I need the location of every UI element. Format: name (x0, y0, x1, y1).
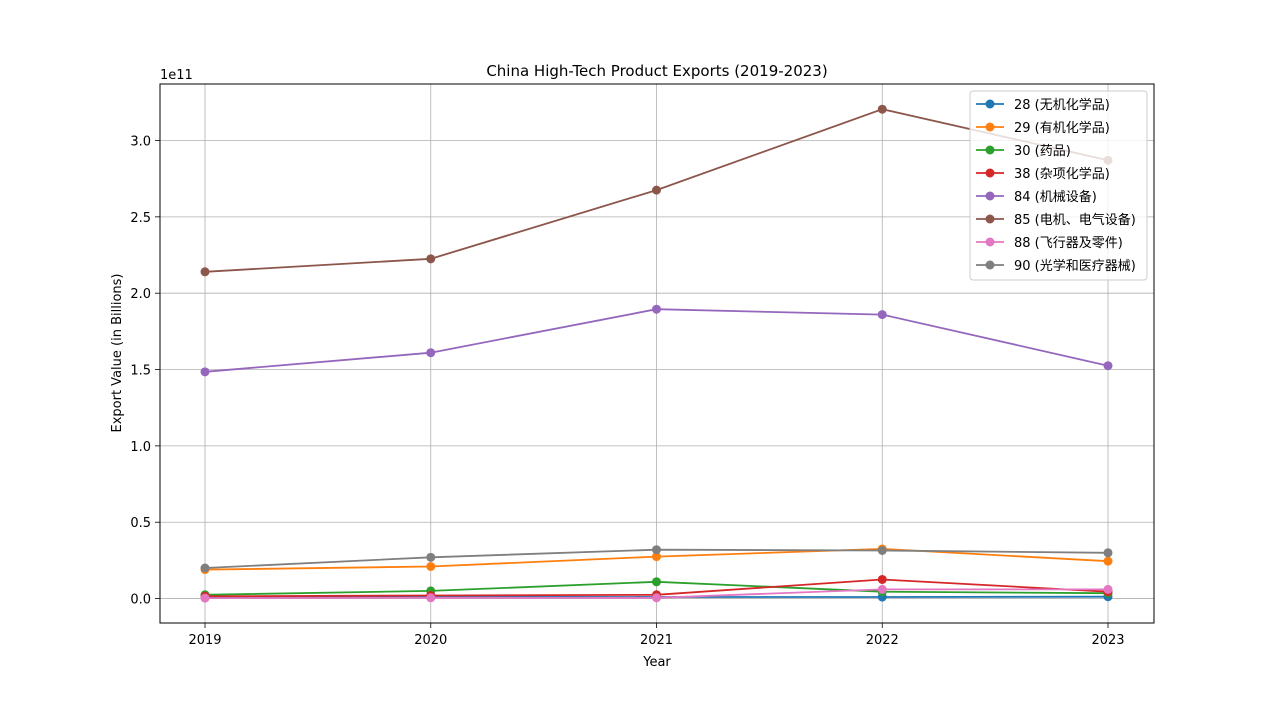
legend-swatch-marker (986, 169, 995, 178)
data-point-84 (652, 305, 661, 314)
data-point-90 (426, 553, 435, 562)
data-point-88 (426, 593, 435, 602)
legend-swatch-marker (986, 146, 995, 155)
y-tick-label: 0.5 (130, 516, 151, 531)
x-tick-label: 2019 (188, 633, 221, 648)
x-tick-label: 2023 (1091, 633, 1124, 648)
data-point-84 (878, 310, 887, 319)
x-axis-label: Year (642, 655, 671, 670)
legend-label: 90 (光学和医疗器械) (1014, 258, 1136, 274)
y-axis-label: Export Value (in Billions) (110, 274, 125, 433)
data-point-88 (1104, 585, 1113, 594)
data-point-90 (1104, 548, 1113, 557)
legend-label: 28 (无机化学品) (1014, 97, 1110, 113)
legend-label: 84 (机械设备) (1014, 189, 1097, 205)
y-tick-label: 2.5 (130, 211, 151, 226)
legend-swatch-marker (986, 215, 995, 224)
chart-title: China High-Tech Product Exports (2019-20… (486, 62, 827, 80)
data-point-84 (1104, 361, 1113, 370)
legend-label: 38 (杂项化学品) (1014, 166, 1110, 182)
y-tick-label: 1.0 (130, 440, 151, 455)
legend-swatch-marker (986, 238, 995, 247)
data-point-29 (426, 562, 435, 571)
x-tick-label: 2020 (414, 633, 447, 648)
legend-label: 88 (飞行器及零件) (1014, 236, 1123, 251)
data-point-90 (201, 564, 210, 573)
data-point-90 (652, 545, 661, 554)
legend: 28 (无机化学品) 29 (有机化学品) 30 (药品) 38 (杂项化学品) 84 … (970, 91, 1147, 280)
y-axis-offset-label: 1e11 (160, 68, 193, 83)
legend-label: 85 (电机、电气设备) (1014, 212, 1136, 228)
legend-swatch-marker (986, 100, 995, 109)
data-point-90 (878, 546, 887, 555)
y-tick-label: 0.0 (130, 593, 151, 608)
x-tick-label: 2021 (640, 633, 673, 648)
data-point-88 (201, 594, 210, 603)
legend-label: 30 (药品) (1014, 144, 1071, 159)
data-point-29 (1104, 557, 1113, 566)
legend-swatch-marker (986, 261, 995, 270)
data-point-85 (878, 105, 887, 114)
legend-swatch-marker (986, 192, 995, 201)
legend-label: 29 (有机化学品) (1014, 120, 1110, 136)
y-tick-label: 2.0 (130, 287, 151, 302)
data-point-88 (878, 585, 887, 594)
data-point-84 (426, 348, 435, 357)
legend-box (970, 91, 1147, 280)
data-point-30 (652, 577, 661, 586)
data-point-38 (878, 575, 887, 584)
data-point-85 (652, 186, 661, 195)
x-tick-label: 2022 (866, 633, 899, 648)
y-tick-label: 3.0 (130, 134, 151, 149)
data-point-85 (201, 267, 210, 276)
legend-swatch-marker (986, 123, 995, 132)
y-tick-label: 1.5 (130, 364, 151, 379)
data-point-84 (201, 367, 210, 376)
data-point-85 (426, 254, 435, 263)
data-point-88 (652, 593, 661, 602)
